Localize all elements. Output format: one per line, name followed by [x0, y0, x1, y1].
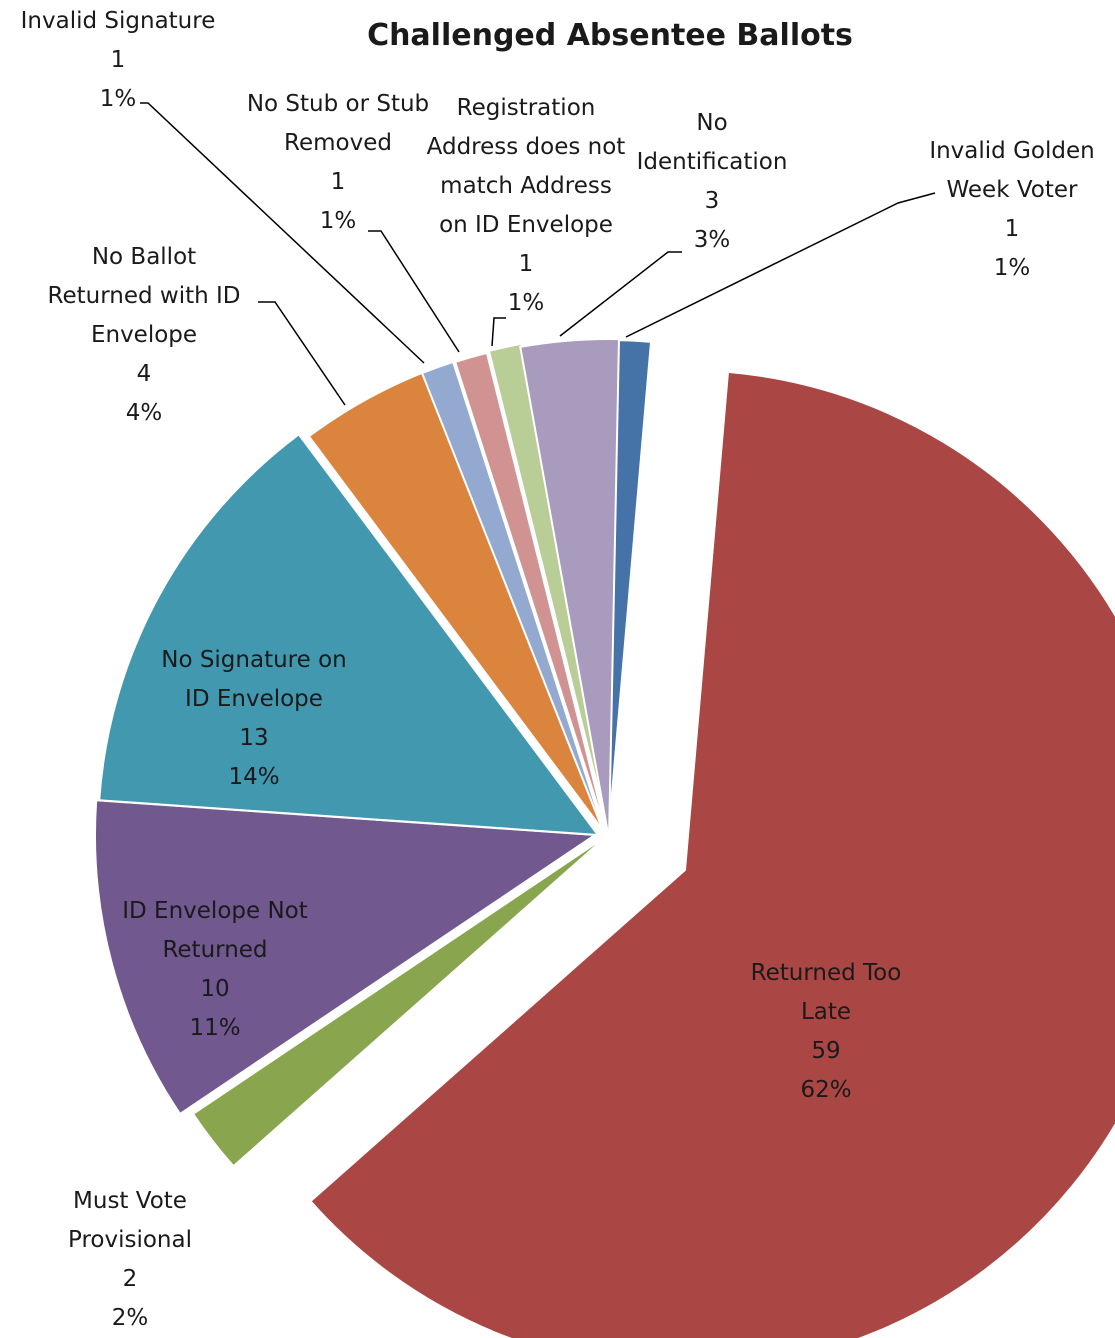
pie-slice-no-signature-on-id-envelope — [98, 432, 601, 837]
data-label-must-vote-provisional: Must Vote Provisional 2 2% — [68, 1188, 192, 1331]
data-label-no-identification: No Identification 3 3% — [637, 110, 788, 253]
pie-slice-no-identification — [519, 338, 621, 840]
pie-slice-no-stub-or-stub-removed — [453, 351, 609, 839]
chart-title: Challenged Absentee Ballots — [367, 18, 853, 53]
pie-slices — [94, 338, 1115, 1338]
leader-line-no-ballot-returned-with-id-envelope — [258, 301, 346, 406]
data-label-registration-address-does-not-match-address-on-id-envelope: Registration Address does not match Addres… — [427, 95, 626, 316]
pie-slice-invalid-signature — [420, 360, 607, 839]
pie-slice-must-vote-provisional — [191, 834, 609, 1168]
slice-labels: Invalid Golden Week Voter 1 1% Returned Too L… — [21, 8, 1095, 1331]
leader-line-invalid-signature — [140, 102, 425, 364]
pie-slice-id-envelope-not-returned — [94, 799, 598, 1116]
leader-line-no-identification — [559, 251, 682, 337]
data-label-id-envelope-not-returned: ID Envelope Not Returned 10 11% — [122, 898, 308, 1041]
data-label-no-stub-or-stub-removed: No Stub or Stub Removed 1 1% — [247, 91, 429, 234]
data-label-returned-too-late: Returned Too Late 59 62% — [751, 960, 902, 1103]
data-label-no-signature-on-id-envelope: No Signature on ID Envelope 13 14% — [161, 647, 347, 790]
leader-line-registration-address-does-not-match-address-on-id-envelope — [491, 317, 506, 347]
data-label-invalid-golden-week-voter: Invalid Golden Week Voter 1 1% — [929, 138, 1094, 281]
pie-slice-returned-too-late — [309, 370, 1115, 1338]
pie-slice-registration-address-does-not-match-address-on-id-envelope — [487, 342, 611, 837]
leader-line-no-stub-or-stub-removed — [368, 230, 460, 353]
data-label-invalid-signature: Invalid Signature 1 1% — [21, 8, 216, 112]
leader-line-invalid-golden-week-voter — [625, 192, 936, 338]
data-label-no-ballot-returned-with-id-envelope: No Ballot Returned with ID Envelope 4 4% — [48, 244, 241, 426]
leader-lines — [140, 102, 936, 406]
